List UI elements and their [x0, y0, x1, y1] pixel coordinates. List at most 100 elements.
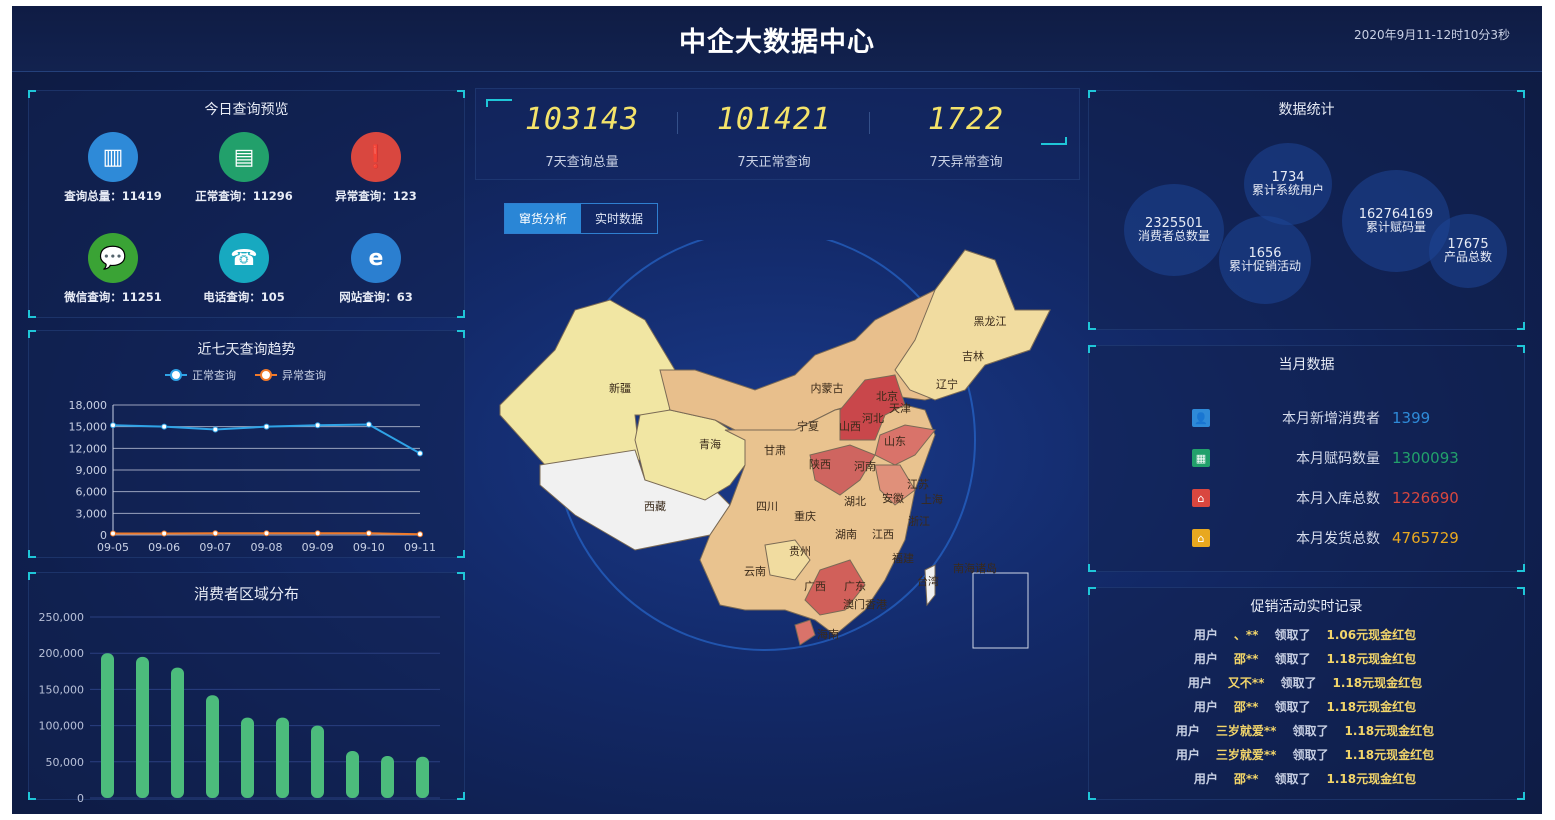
promo-user: 邵** [1233, 652, 1259, 666]
query-stat-item: 💬 微信查询：11251 [43, 233, 183, 305]
y-tick-label: 6,000 [76, 486, 108, 499]
monthly-label: 本月发货总数 [1296, 531, 1380, 547]
promo-prefix: 用户 [1187, 676, 1212, 690]
bar [101, 653, 114, 798]
promo-prefix: 用户 [1193, 652, 1218, 666]
y-tick-label: 9,000 [76, 464, 108, 477]
stat-label: 产品总数 [1443, 250, 1492, 264]
y-tick-label: 3,000 [76, 507, 108, 520]
bar [241, 717, 254, 798]
warehouse-in-icon: ⌂ [1192, 489, 1210, 507]
promo-user: 又不** [1227, 676, 1265, 690]
data-point [212, 426, 219, 433]
query-stat-label: 异常查询：123 [335, 189, 417, 203]
bar [381, 756, 394, 798]
promo-record: 用户 邵** 领取了 1.18元现金红包 [1090, 698, 1520, 715]
y-tick-label: 18,000 [69, 399, 108, 412]
x-tick-label: 09-05 [97, 541, 129, 554]
bar [416, 756, 429, 798]
data-point [417, 531, 423, 538]
data-point [161, 423, 168, 430]
promo-prize: 1.18元现金红包 [1332, 676, 1423, 690]
alert-document-icon: ❗ [351, 132, 401, 182]
stat-bubble: 1734 累计系统用户 [1244, 143, 1332, 225]
bar [311, 725, 324, 798]
qr-code-icon: ▦ [1192, 449, 1210, 467]
query-stat-item: ☎ 电话查询：105 [174, 233, 314, 305]
province-label: 湖南 [835, 528, 857, 541]
y-tick-label: 0 [77, 792, 84, 805]
y-tick-label: 0 [100, 529, 107, 542]
stat-label: 累计赋码量 [1365, 220, 1426, 234]
stat-bubble: 2325501 消费者总数量 [1124, 184, 1224, 276]
data-point [314, 422, 321, 429]
ie-browser-icon: e [351, 233, 401, 283]
kpi-abnormal: 1722 7天异常查询 [871, 102, 1061, 170]
monthly-value: 1226690 [1392, 489, 1459, 507]
province-label: 江苏 [907, 478, 929, 491]
data-point [365, 530, 372, 537]
bar [346, 750, 359, 798]
stat-value: 162764169 [1358, 207, 1434, 222]
province-label: 广东 [844, 580, 866, 593]
y-tick-label: 200,000 [39, 647, 85, 660]
kpi-value: 1722 [927, 102, 1005, 137]
promo-action: 领取了 [1274, 772, 1311, 786]
data-point [263, 423, 270, 430]
province-label: 重庆 [794, 509, 816, 523]
promo-record: 用户 三岁就爱** 领取了 1.18元现金红包 [1090, 746, 1520, 763]
province-label: 天津 [889, 402, 911, 415]
promo-record: 用户 又不** 领取了 1.18元现金红包 [1090, 674, 1520, 691]
province-label: 吉林 [962, 349, 984, 363]
stat-value: 1734 [1271, 170, 1305, 185]
province-label: 北京 [876, 389, 898, 403]
stat-value: 2325501 [1145, 216, 1203, 231]
trend-panel: 近七天查询趋势 [28, 330, 465, 558]
panel-title: 当月数据 [1278, 357, 1335, 373]
region-jiangsu [874, 464, 916, 506]
province-label: 黑龙江 [974, 315, 1007, 328]
data-point [110, 422, 116, 429]
tab-diversion-analysis[interactable]: 窜货分析 [505, 204, 582, 233]
province-label: 宁夏 [797, 419, 819, 433]
stat-value: 17675 [1447, 237, 1489, 252]
province-label: 云南 [744, 565, 766, 578]
x-tick-label: 09-09 [302, 541, 334, 554]
region-guizhou [764, 539, 811, 581]
query-stat-item: e 网站查询：63 [306, 233, 446, 305]
stat-label: 累计促销活动 [1228, 259, 1301, 273]
kpi-value: 103143 [524, 102, 640, 137]
province-label: 安徽 [882, 491, 904, 505]
x-tick-label: 09-08 [251, 541, 283, 554]
kpi-normal: 101421 7天正常查询 [679, 102, 869, 170]
monthly-panel: 当月数据 [1088, 345, 1525, 572]
promo-prize: 1.18元现金红包 [1326, 772, 1417, 786]
tab-realtime-data[interactable]: 实时数据 [595, 212, 644, 226]
x-tick-label: 09-11 [404, 541, 436, 554]
stat-value: 1656 [1248, 246, 1282, 261]
province-label: 福建 [892, 551, 914, 565]
province-label: 湖北 [844, 495, 866, 508]
promo-record: 用户 邵** 领取了 1.18元现金红包 [1090, 770, 1520, 787]
bar [171, 667, 184, 798]
province-label: 陕西 [809, 457, 831, 471]
promo-prize: 1.18元现金红包 [1326, 700, 1417, 714]
bar [136, 656, 149, 798]
province-label: 山西 [839, 420, 861, 433]
promo-prefix: 用户 [1193, 628, 1218, 642]
kpi-total: 103143 7天查询总量 [487, 102, 677, 170]
y-tick-label: 100,000 [39, 720, 85, 733]
y-tick-label: 15,000 [69, 421, 108, 434]
monthly-row: 👤 本月新增消费者 1399 [1192, 408, 1492, 428]
promo-prize: 1.06元现金红包 [1326, 628, 1417, 642]
promo-action: 领取了 [1292, 748, 1329, 762]
legend-label: 异常查询 [282, 368, 326, 382]
province-label: 河南 [854, 460, 876, 473]
promo-prefix: 用户 [1193, 772, 1218, 786]
query-stat-item: ▤ 正常查询：11296 [174, 132, 314, 204]
region-henan [809, 444, 876, 496]
panel-title: 数据统计 [1278, 102, 1335, 118]
data-point [417, 450, 423, 457]
